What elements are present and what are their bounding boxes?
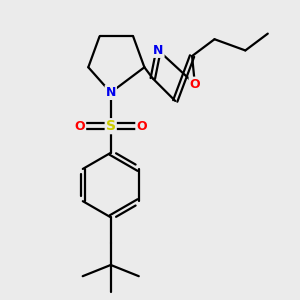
- Text: O: O: [75, 120, 85, 133]
- Text: N: N: [106, 86, 116, 99]
- Text: O: O: [136, 120, 147, 133]
- Text: O: O: [190, 78, 200, 91]
- Text: S: S: [106, 119, 116, 133]
- Text: N: N: [153, 44, 164, 57]
